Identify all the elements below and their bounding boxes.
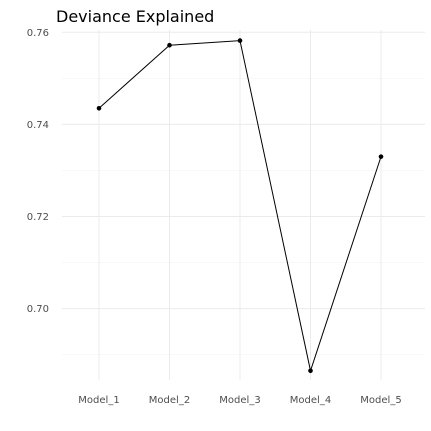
x-tick-label: Model_2: [149, 395, 190, 406]
y-tick-label: 0.76: [27, 28, 49, 39]
y-tick-label: 0.70: [27, 304, 49, 315]
data-point: [378, 154, 384, 159]
major-gridlines: [62, 30, 425, 380]
data-point: [167, 42, 172, 48]
y-tick-label: 0.74: [27, 120, 49, 131]
data-point: [96, 105, 102, 111]
data-point: [308, 368, 313, 374]
x-axis-tick-labels: Model_1 Model_2 Model_3 Model_4 Model_5: [78, 395, 401, 406]
y-axis-tick-labels: 0.70 0.72 0.74 0.76: [27, 28, 49, 315]
x-tick-label: Model_3: [219, 395, 260, 406]
data-points: [96, 38, 384, 374]
x-tick-label: Model_4: [290, 395, 331, 406]
x-tick-label: Model_1: [78, 395, 119, 406]
chart-title: Deviance Explained: [56, 7, 214, 26]
minor-gridlines: [62, 78, 425, 355]
y-tick-label: 0.72: [27, 212, 49, 223]
data-point: [237, 38, 243, 43]
x-tick-label: Model_5: [360, 395, 401, 406]
